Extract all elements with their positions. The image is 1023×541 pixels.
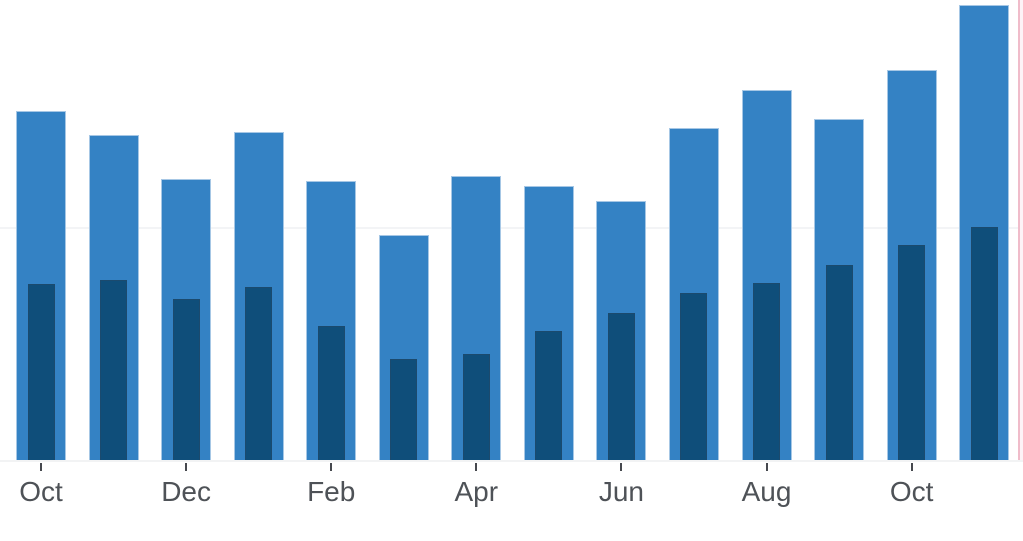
axis-tick-oct-12 [910,463,913,471]
bar-segment-feb-4[interactable] [317,326,345,460]
bar-segment-sep-11[interactable] [825,265,853,460]
axis-tick-aug-10 [765,463,768,471]
bar-segment-mar-5[interactable] [390,359,418,460]
right-edge-marker-line [1018,0,1020,460]
bar-total-may-7[interactable] [523,186,574,460]
bar-segment-nov-1[interactable] [100,280,128,460]
axis-tick-oct-0 [40,463,42,471]
axis-tick-dec-2 [185,463,188,471]
axis-label-dec-2: Dec [161,476,211,507]
axis-label-aug-10: Aug [741,476,792,507]
axis-label-apr-6: Apr [454,476,499,507]
axis-label-oct-12: Oct [889,476,934,507]
bar-segment-jan-3[interactable] [245,287,273,460]
x-axis-line [0,460,1023,462]
bar-segment-aug-10[interactable] [753,283,780,460]
bar-segment-apr-6[interactable] [462,354,490,460]
axis-label-feb-4: Feb [307,476,356,507]
axis-tick-apr-6 [475,463,478,471]
bar-segment-dec-2[interactable] [172,299,200,460]
bar-segment-jul-9[interactable] [680,293,708,460]
axis-tick-jun-8 [620,463,623,471]
bar-segment-nov-13[interactable] [970,227,998,460]
bar-segment-may-7[interactable] [535,331,563,460]
bar-segment-jun-8[interactable] [607,313,635,460]
axis-label-oct-0: Oct [19,476,63,507]
axis-label-jun-8: Jun [598,476,644,507]
gridline [0,227,1023,229]
axis-tick-feb-4 [330,463,333,471]
bar-segment-oct-0[interactable] [27,284,55,460]
right-edge-marker-band [1020,0,1023,460]
bar-segment-oct-12[interactable] [898,245,926,460]
